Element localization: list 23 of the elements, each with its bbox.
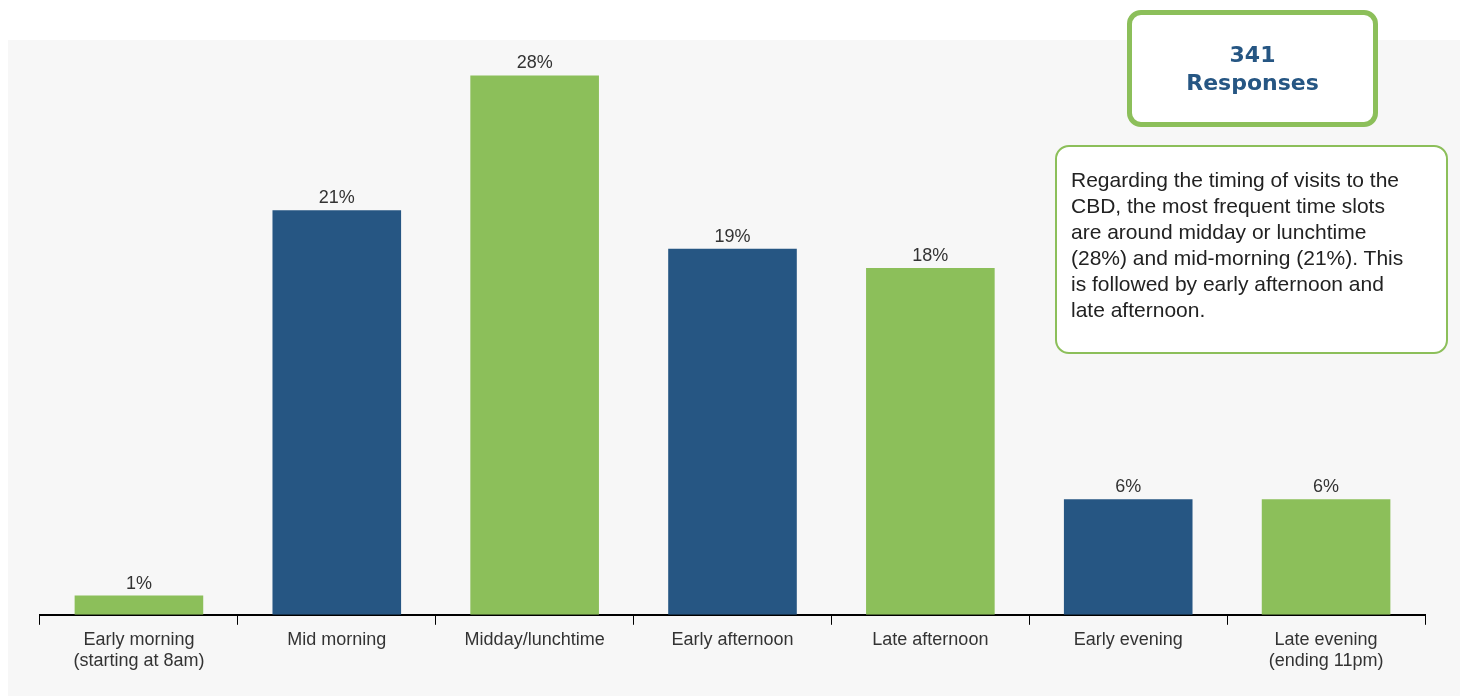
bar bbox=[1063, 499, 1193, 615]
x-tick-label: Late evening (ending 11pm) bbox=[1268, 628, 1384, 671]
data-label: 21% bbox=[318, 187, 355, 208]
data-label: 6% bbox=[1313, 476, 1340, 497]
bar bbox=[470, 75, 599, 615]
data-label: 18% bbox=[912, 245, 949, 266]
data-label: 1% bbox=[125, 572, 152, 593]
x-tick-label: Mid morning bbox=[287, 628, 387, 649]
bar bbox=[866, 268, 995, 615]
x-tick-label: Early evening bbox=[1073, 628, 1183, 649]
bar bbox=[74, 595, 204, 615]
x-tick-label: Early afternoon bbox=[671, 628, 794, 649]
bar bbox=[272, 210, 402, 615]
data-label: 6% bbox=[1115, 476, 1142, 497]
callout-box: 341 Responses bbox=[1127, 10, 1378, 127]
bar bbox=[668, 248, 797, 615]
x-tick-label: Midday/lunchtime bbox=[464, 628, 605, 649]
x-tick-label: Late afternoon bbox=[872, 628, 989, 649]
data-label: 28% bbox=[516, 52, 553, 73]
callout-box: Regarding the timing of visits to the CBD, the most frequent time slots are around midday or lunchtime (28%) and mid-morning (21%). This is followed by early afternoon and late afternoon. bbox=[1055, 145, 1448, 354]
x-tick-label: Early morning (starting at 8am) bbox=[73, 628, 205, 671]
data-label: 19% bbox=[714, 225, 751, 246]
bar bbox=[1261, 499, 1391, 615]
